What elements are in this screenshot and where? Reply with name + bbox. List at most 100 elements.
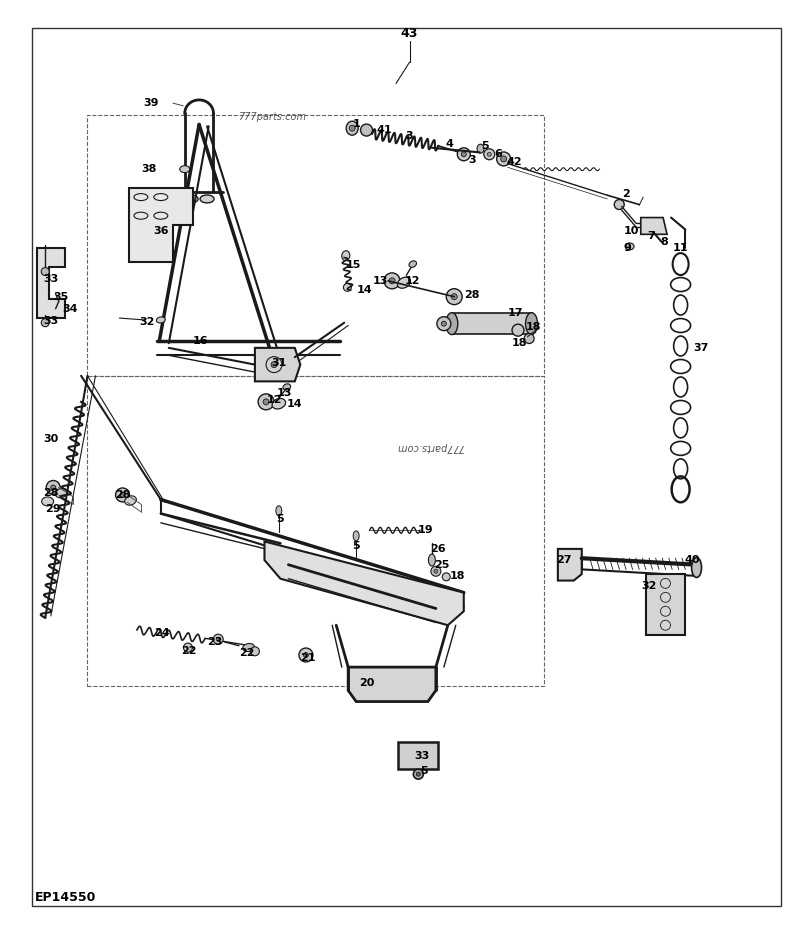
Text: 18: 18 (450, 571, 465, 581)
Ellipse shape (184, 195, 198, 203)
Text: 5: 5 (420, 767, 428, 776)
Text: 42: 42 (507, 157, 522, 166)
Text: 17: 17 (508, 308, 523, 318)
Text: 33: 33 (43, 316, 58, 326)
Ellipse shape (349, 125, 355, 131)
Text: 36: 36 (153, 226, 169, 235)
Ellipse shape (361, 124, 373, 136)
Polygon shape (265, 542, 464, 625)
Text: 777parts.com: 777parts.com (238, 112, 306, 122)
Text: 28: 28 (115, 490, 130, 500)
Text: 20: 20 (359, 678, 374, 688)
Ellipse shape (50, 485, 56, 490)
Text: 28: 28 (464, 290, 479, 300)
Text: 38: 38 (141, 164, 157, 174)
Text: 28: 28 (43, 488, 58, 498)
Text: 22: 22 (239, 648, 254, 658)
Text: 25: 25 (434, 559, 449, 570)
Text: 3: 3 (468, 155, 475, 164)
Ellipse shape (42, 318, 50, 327)
Ellipse shape (55, 488, 67, 498)
Ellipse shape (42, 497, 54, 506)
Text: 35: 35 (54, 291, 69, 302)
Ellipse shape (484, 149, 494, 160)
Text: 23: 23 (207, 637, 222, 647)
Text: 14: 14 (356, 285, 372, 295)
Polygon shape (38, 248, 65, 318)
Ellipse shape (115, 488, 130, 502)
Text: 32: 32 (139, 317, 155, 327)
Text: 7: 7 (647, 232, 655, 241)
Ellipse shape (625, 243, 634, 250)
Text: 41: 41 (376, 125, 392, 135)
Text: 5: 5 (277, 514, 284, 524)
Polygon shape (558, 549, 582, 581)
Ellipse shape (409, 261, 417, 267)
Polygon shape (646, 574, 686, 634)
Ellipse shape (526, 313, 538, 334)
Polygon shape (348, 667, 436, 701)
Ellipse shape (446, 313, 458, 334)
Ellipse shape (299, 648, 313, 662)
Polygon shape (452, 314, 531, 333)
Text: 13: 13 (373, 276, 389, 286)
Ellipse shape (42, 267, 50, 276)
Text: 27: 27 (557, 555, 572, 565)
Ellipse shape (458, 148, 470, 161)
Text: 43: 43 (401, 27, 418, 40)
Ellipse shape (180, 165, 190, 173)
Text: 14: 14 (287, 399, 302, 409)
Text: 29: 29 (46, 503, 61, 514)
Text: 12: 12 (266, 395, 282, 405)
Ellipse shape (429, 554, 435, 566)
Ellipse shape (524, 333, 534, 344)
Ellipse shape (451, 293, 458, 300)
Text: 9: 9 (623, 243, 631, 253)
Text: 40: 40 (684, 555, 699, 565)
Text: 777parts.com: 777parts.com (396, 442, 464, 451)
Ellipse shape (437, 317, 451, 331)
Ellipse shape (342, 250, 350, 261)
Text: 13: 13 (277, 389, 292, 399)
Ellipse shape (250, 647, 259, 656)
Text: 18: 18 (526, 322, 542, 333)
Ellipse shape (272, 399, 286, 409)
Text: 33: 33 (43, 274, 58, 284)
Ellipse shape (389, 277, 395, 284)
Ellipse shape (384, 273, 400, 289)
Text: 2: 2 (622, 190, 630, 199)
Text: 8: 8 (661, 236, 669, 247)
Text: 6: 6 (494, 149, 502, 160)
Text: 22: 22 (181, 646, 197, 657)
Text: 31: 31 (271, 358, 286, 368)
Ellipse shape (442, 321, 446, 326)
Text: 3: 3 (406, 131, 414, 141)
Text: 15: 15 (346, 260, 362, 270)
Ellipse shape (200, 195, 214, 203)
Ellipse shape (258, 394, 274, 410)
Polygon shape (398, 742, 438, 770)
Text: 12: 12 (404, 276, 420, 286)
Ellipse shape (414, 770, 423, 779)
Text: 4: 4 (446, 139, 454, 149)
Ellipse shape (398, 277, 410, 289)
Text: 21: 21 (301, 653, 316, 663)
Text: 37: 37 (694, 343, 709, 353)
Polygon shape (641, 218, 667, 234)
Ellipse shape (434, 569, 438, 573)
Ellipse shape (346, 121, 358, 135)
Polygon shape (129, 188, 193, 262)
Ellipse shape (283, 384, 290, 390)
Ellipse shape (214, 634, 223, 644)
Text: 32: 32 (641, 581, 657, 591)
Ellipse shape (353, 531, 359, 541)
Ellipse shape (614, 200, 624, 209)
Text: 1: 1 (352, 120, 360, 130)
Text: 33: 33 (414, 751, 430, 760)
Ellipse shape (303, 653, 309, 658)
Text: 30: 30 (43, 434, 58, 444)
Ellipse shape (431, 566, 441, 576)
Text: 16: 16 (193, 336, 209, 347)
Ellipse shape (512, 324, 524, 336)
Text: 5: 5 (352, 541, 360, 551)
